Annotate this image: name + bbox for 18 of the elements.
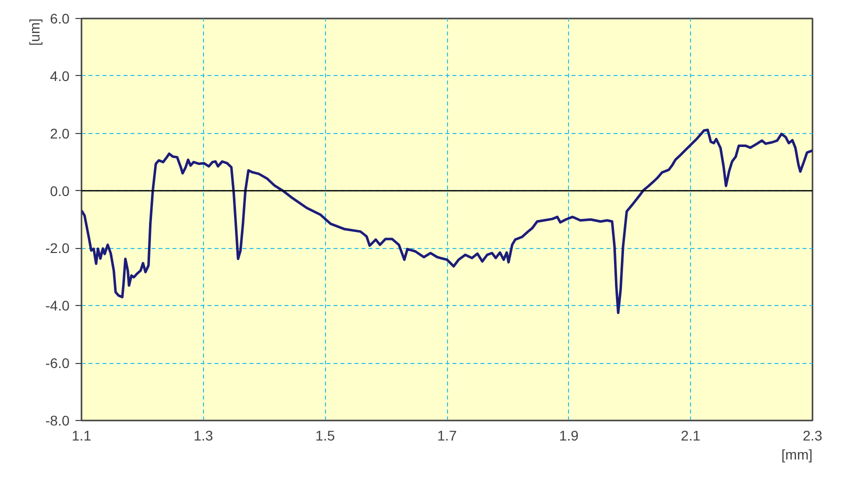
x-tick-label: 2.1	[680, 428, 701, 444]
y-tick-label: 0.0	[50, 182, 70, 199]
y-tick-label: 6.0	[50, 10, 70, 26]
x-tick-label: 1.7	[437, 428, 457, 444]
x-tick-label: 1.1	[72, 428, 92, 444]
y-tick-label: -2.0	[45, 240, 70, 256]
x-tick-label: 1.9	[559, 428, 579, 444]
y-tick-label: 4.0	[50, 68, 70, 84]
x-axis-title: [mm]	[781, 446, 813, 462]
x-tick-label: 2.3	[802, 428, 822, 444]
line-series	[82, 128, 812, 314]
x-tick-label: 1.3	[194, 428, 214, 444]
x-tick-label: 1.5	[315, 428, 336, 444]
y-tick-label: 2.0	[50, 125, 70, 142]
y-tick-label: -6.0	[45, 355, 70, 372]
y-tick-label: -4.0	[45, 298, 70, 314]
y-axis-title: [um]	[26, 18, 42, 46]
y-tick-label: -8.0	[45, 412, 70, 428]
